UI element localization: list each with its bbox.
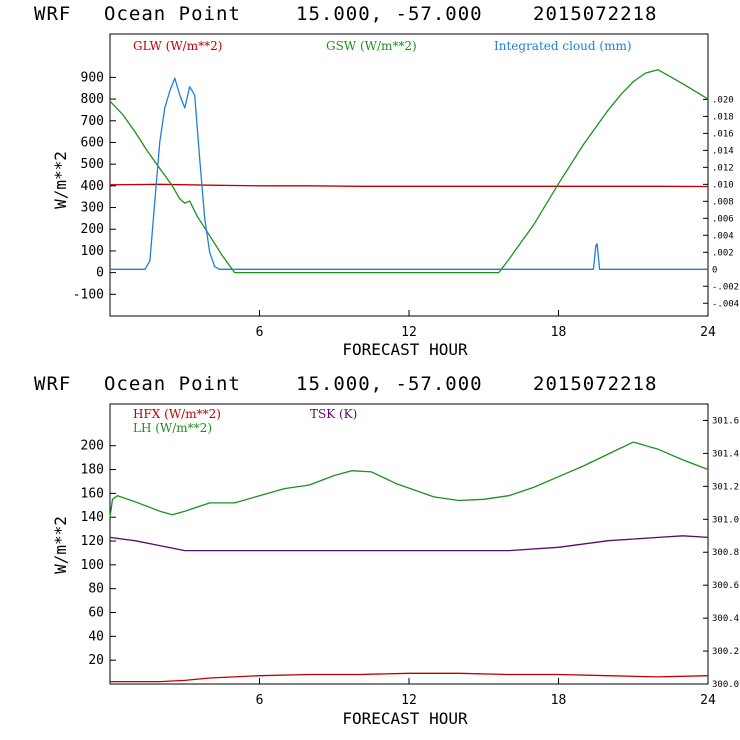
y-tick-label: 100 [81, 558, 104, 573]
y2-tick-label: 300.0 [712, 680, 739, 690]
y-ticks: 900 800 700 600 500 400 300 200 100 0 -100 [73, 70, 116, 302]
x-tick-label: 18 [551, 693, 567, 708]
y2-tick-label: -.004 [712, 299, 739, 309]
y2-tick-label: 300.2 [712, 647, 739, 657]
y2-tick-label: 300.4 [712, 614, 739, 624]
x-axis-label: FORECAST HOUR [342, 709, 468, 728]
y-tick-label: 600 [81, 135, 104, 150]
y2-tick-label: .008 [712, 197, 734, 207]
series-line-integrated [110, 77, 708, 270]
y2-tick-label: .004 [712, 231, 734, 241]
x-tick-label: 12 [401, 325, 417, 340]
series-line-hfx [110, 672, 709, 683]
x-ticks: 6 12 18 24 [256, 678, 716, 708]
y2-tick-label: 301.6 [712, 416, 739, 426]
y2-tick-label: .006 [712, 214, 734, 224]
x-tick-label: 24 [700, 693, 716, 708]
y2-tick-label: -.002 [712, 282, 739, 292]
y2-tick-label: 0 [712, 265, 717, 275]
y-axis-label: W/m**2 [51, 151, 70, 209]
y-tick-label: 20 [88, 653, 104, 668]
y-tick-label: -100 [73, 287, 104, 302]
y-tick-label: 500 [81, 157, 104, 172]
y-tick-label: 400 [81, 179, 104, 194]
x-axis-label: FORECAST HOUR [342, 340, 468, 359]
chart-title-date: 2015072218 [533, 373, 657, 395]
y-tick-label: 180 [81, 463, 104, 478]
series-line-gsw [109, 69, 709, 274]
y2-tick-label: .012 [712, 163, 734, 173]
y-tick-label: 800 [81, 92, 104, 107]
y2-tick-label: 300.6 [712, 581, 739, 591]
legend-lh: LH (W/m**2) [133, 421, 212, 435]
y-tick-label: 100 [81, 244, 104, 259]
y-tick-label: 200 [81, 222, 104, 237]
y2-tick-label: .002 [712, 248, 734, 258]
panel-fluxes: WRF Ocean Point 15.000, -57.000 20150722… [34, 373, 739, 728]
y-tick-label: 0 [96, 266, 104, 281]
legend-glw: GLW (W/m**2) [133, 39, 222, 53]
chart-title-model: WRF [34, 3, 71, 25]
y-ticks: 200 180 160 140 120 100 80 60 40 20 [81, 439, 116, 668]
legend-cloud: Integrated cloud (mm) [494, 39, 632, 53]
y2-tick-label: .018 [712, 112, 734, 122]
chart-title-location: Ocean Point [104, 3, 241, 25]
legend-tsk: TSK (K) [310, 407, 357, 421]
chart-title-model: WRF [34, 373, 71, 395]
y-tick-label: 200 [81, 439, 104, 454]
y2-tick-label: 301.4 [712, 449, 739, 459]
y-tick-label: 700 [81, 114, 104, 129]
x-tick-label: 6 [256, 693, 264, 708]
y2-tick-label: .014 [712, 146, 734, 156]
y-tick-label: 120 [81, 534, 104, 549]
x-tick-label: 6 [256, 325, 264, 340]
y-tick-label: 60 [88, 606, 104, 621]
chart-title-location: Ocean Point [104, 373, 241, 395]
y2-ticks: .020 .018 .016 .014 .012 .010 .008 .006 .004 .002… [703, 95, 739, 309]
y2-tick-label: 300.8 [712, 548, 739, 558]
panel-radiation: WRF Ocean Point 15.000, -57.000 20150722… [34, 3, 739, 359]
x-tick-label: 12 [401, 693, 417, 708]
y2-tick-label: 301.0 [712, 515, 739, 525]
x-tick-label: 18 [551, 325, 567, 340]
chart-title-date: 2015072218 [533, 3, 657, 25]
series-line-glw [109, 183, 709, 188]
chart-title-coords: 15.000, -57.000 [296, 3, 483, 25]
x-tick-label: 24 [700, 325, 716, 340]
y-tick-label: 80 [88, 582, 104, 597]
y-tick-label: 40 [88, 629, 104, 644]
y2-tick-label: .020 [712, 95, 734, 105]
y2-tick-label: .016 [712, 129, 734, 139]
y-tick-label: 160 [81, 486, 104, 501]
y-tick-label: 900 [81, 70, 104, 85]
series-lines [109, 69, 709, 274]
series-line-tsk [109, 535, 709, 552]
y2-tick-label: 301.2 [712, 482, 739, 492]
chart-title-coords: 15.000, -57.000 [296, 373, 483, 395]
series-lines [109, 441, 709, 683]
legend-gsw: GSW (W/m**2) [326, 39, 417, 53]
legend-hfx: HFX (W/m**2) [133, 407, 221, 421]
y2-ticks: 301.6 301.4 301.2 301.0 300.8 300.6 300.4 300.2… [703, 416, 739, 690]
x-ticks: 6 12 18 24 [256, 310, 716, 340]
y-axis-label: W/m**2 [51, 516, 70, 574]
series-line-lh [109, 441, 709, 518]
y-tick-label: 300 [81, 201, 104, 216]
y2-tick-label: .010 [712, 180, 734, 190]
y-tick-label: 140 [81, 510, 104, 525]
